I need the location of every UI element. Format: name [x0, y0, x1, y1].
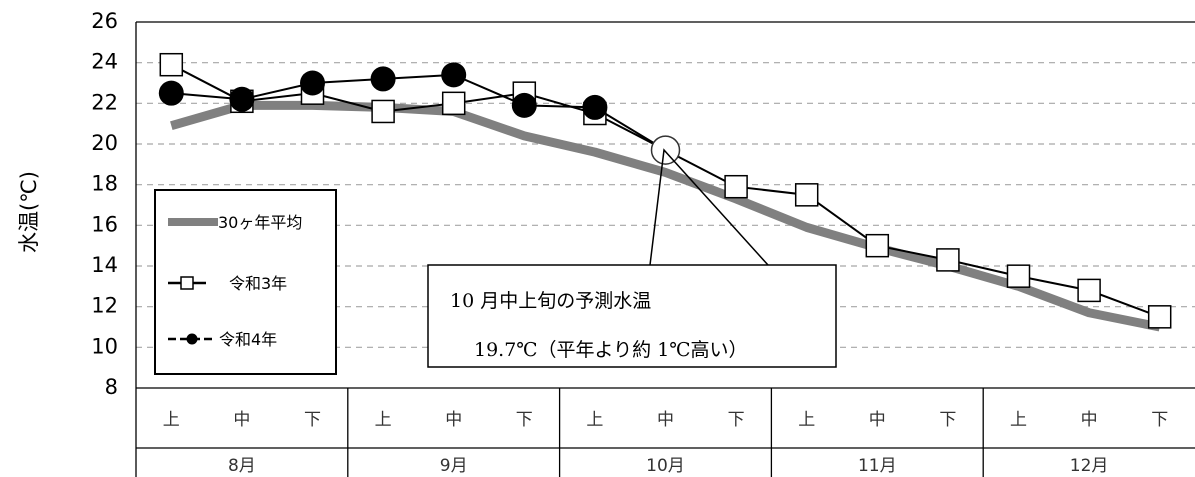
x-tick-label: 中 — [657, 410, 674, 430]
legend-marker-reiwa3 — [180, 276, 194, 290]
x-tick-label: 中 — [1081, 410, 1098, 430]
x-tick-label: 上 — [163, 410, 180, 430]
month-label: 10月 — [646, 456, 685, 476]
y-tick-label: 20 — [91, 131, 118, 155]
x-tick-label: 上 — [1010, 410, 1027, 430]
forecast-callout: 10 月中上旬の予測水温 19.7℃（平年より約 1℃高い） — [427, 148, 837, 368]
data-point-reiwa4 — [370, 66, 396, 92]
data-point-reiwa4 — [441, 62, 467, 88]
data-point-reiwa3 — [865, 233, 890, 258]
callout-line-2: 19.7℃（平年より約 1℃高い） — [474, 339, 748, 361]
callout-pointer — [649, 148, 769, 266]
x-tick-label: 中 — [869, 410, 886, 430]
x-tick-label: 上 — [375, 410, 392, 430]
x-tick-label: 下 — [304, 410, 321, 430]
data-point-reiwa4 — [511, 92, 537, 118]
data-point-reiwa3 — [936, 248, 960, 272]
x-tick-label: 下 — [728, 410, 745, 430]
data-point-reiwa3 — [159, 52, 184, 77]
y-tick-labels: 26 24 22 20 18 16 14 12 10 8 — [91, 9, 118, 399]
y-tick-label: 26 — [91, 9, 118, 33]
legend-marker-reiwa4 — [186, 333, 198, 345]
y-axis-label: 水温(℃) — [17, 171, 41, 253]
x-tick-label: 中 — [445, 410, 462, 430]
legend-label-reiwa4: 令和4年 — [219, 330, 277, 349]
x-tick-label: 中 — [233, 410, 250, 430]
data-point-reiwa4 — [229, 86, 255, 112]
month-label: 9月 — [440, 456, 468, 476]
x-tick-label: 上 — [798, 410, 815, 430]
x-tick-label: 下 — [1151, 410, 1168, 430]
month-label: 11月 — [858, 456, 897, 476]
y-tick-label: 8 — [105, 375, 118, 399]
data-point-reiwa3 — [441, 91, 466, 116]
y-tick-label: 14 — [91, 253, 118, 277]
x-tick-label: 上 — [586, 410, 603, 430]
data-point-reiwa3 — [1077, 278, 1101, 303]
month-label: 12月 — [1070, 456, 1109, 476]
legend-label-reiwa3: 令和3年 — [229, 274, 287, 293]
forecast-point — [650, 135, 681, 165]
x-tick-label: 下 — [939, 410, 956, 430]
x-tick-label: 下 — [516, 410, 533, 430]
y-tick-label: 10 — [91, 334, 118, 358]
y-tick-label: 22 — [91, 90, 118, 114]
x-axis-table: 上 中 下 上 中 下 上 中 下 上 中 下 上 中 下 8月 9月 10月 11月 12月 — [135, 388, 1195, 477]
data-point-reiwa3 — [1006, 264, 1031, 288]
callout-box — [427, 264, 837, 368]
data-point-reiwa4 — [582, 94, 608, 120]
data-point-reiwa3 — [724, 174, 748, 199]
data-point-reiwa3 — [794, 183, 819, 207]
callout-line-1: 10 月中上旬の予測水温 — [450, 290, 651, 312]
data-point-reiwa4 — [300, 70, 325, 96]
month-label: 8月 — [228, 456, 256, 476]
data-point-reiwa3 — [371, 99, 395, 124]
y-tick-label: 24 — [91, 50, 118, 74]
legend-label-average: 30ヶ年平均 — [218, 213, 302, 232]
legend: 30ヶ年平均 令和3年 令和4年 — [154, 189, 337, 375]
series-layer — [158, 52, 1172, 332]
y-tick-label: 12 — [91, 294, 118, 318]
series-line-30yr-average — [170, 100, 1161, 332]
data-point-reiwa3 — [1147, 305, 1172, 329]
y-tick-label: 16 — [91, 212, 118, 236]
data-point-reiwa4 — [158, 80, 184, 106]
y-tick-label: 18 — [91, 172, 118, 196]
